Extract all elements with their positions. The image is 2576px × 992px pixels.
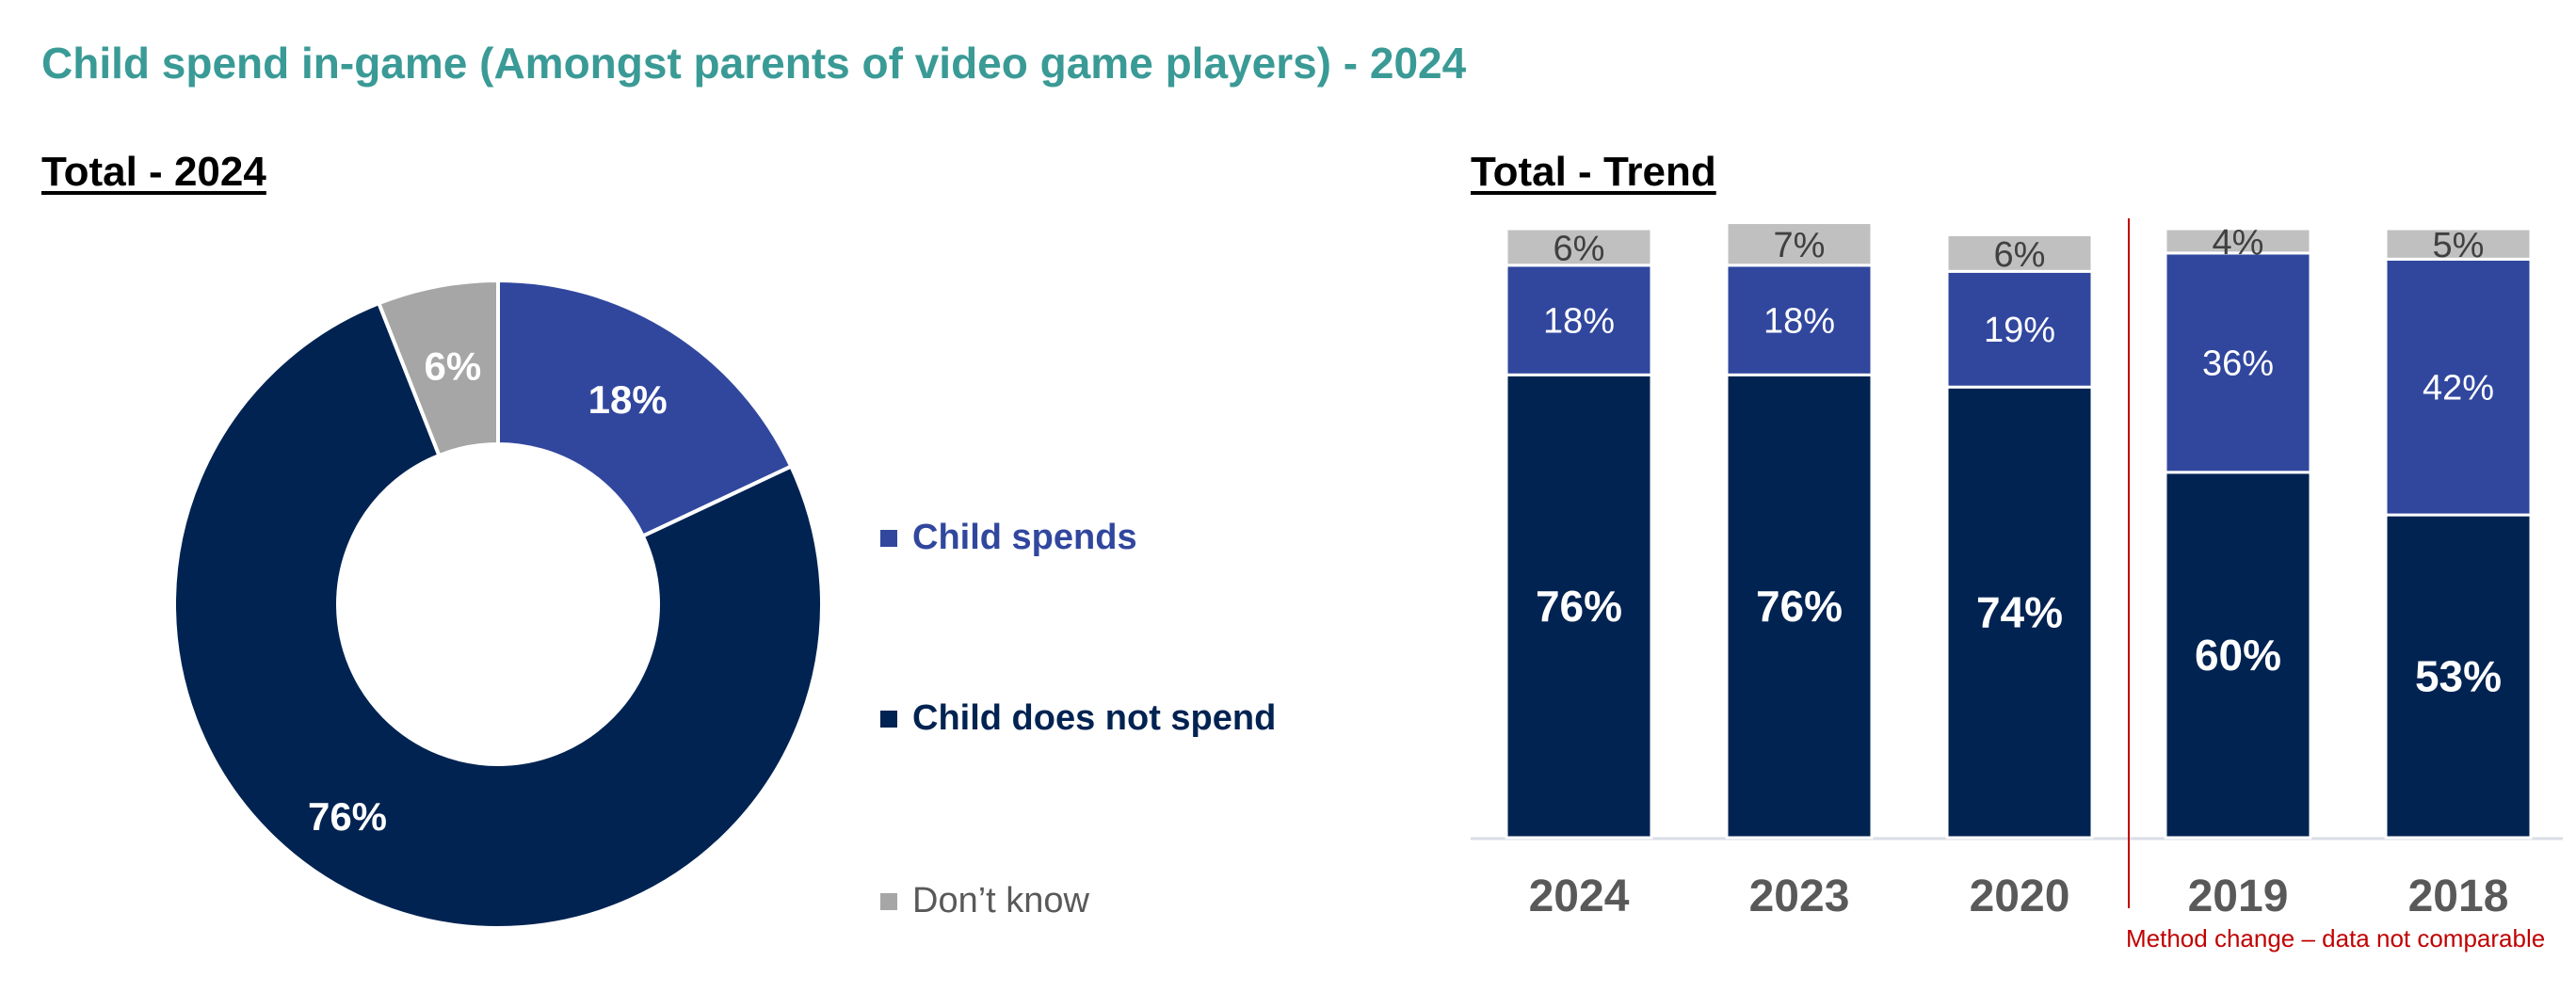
- legend-item-child-does-not-spend: Child does not spend: [880, 698, 1276, 739]
- x-tick-label: 2019: [2188, 872, 2289, 921]
- bar-value-label: 18%: [1763, 301, 1835, 341]
- legend-label: Don’t know: [912, 881, 1089, 920]
- x-tick-label: 2024: [1529, 872, 1630, 921]
- bar-segment: [1945, 385, 2094, 840]
- bar-segment: [2164, 227, 2312, 255]
- bar-value-label: 7%: [1774, 226, 1826, 265]
- x-tick-label: 2023: [1749, 872, 1850, 921]
- legend-swatch: [880, 710, 897, 728]
- bar-value-label: 36%: [2202, 344, 2274, 384]
- bar-segment: [1725, 221, 1874, 267]
- bar-segment: [1505, 227, 1653, 267]
- bar-value-label: 4%: [2213, 223, 2264, 263]
- x-tick-label: 2020: [1970, 872, 2070, 921]
- legend-item-dont-know: Don’t know: [880, 881, 1089, 921]
- bar-segment: [1725, 373, 1874, 840]
- bar-value-label: 76%: [1756, 582, 1843, 631]
- donut-slice-label: 6%: [424, 344, 481, 389]
- bar-segment: [2384, 227, 2533, 261]
- bar-segment: [1725, 264, 1874, 376]
- bar-segment: [2164, 471, 2312, 840]
- legend-swatch: [880, 892, 897, 910]
- bar-value-label: 18%: [1543, 301, 1615, 341]
- legend-item-child-spends: Child spends: [880, 518, 1137, 558]
- legend-swatch: [880, 529, 897, 547]
- method-change-note: Method change – data not comparable: [2126, 924, 2546, 952]
- donut-slice-label: 76%: [308, 794, 387, 839]
- donut-slice: [376, 278, 500, 458]
- donut-slice-label: 18%: [588, 377, 668, 422]
- legend-label: Child spends: [912, 518, 1137, 557]
- bar-value-label: 6%: [1994, 235, 2046, 275]
- bar-segment: [2384, 513, 2533, 840]
- legend-label: Child does not spend: [912, 698, 1277, 738]
- bar-value-label: 6%: [1554, 229, 1605, 268]
- x-tick-label: 2018: [2408, 872, 2509, 921]
- bar-value-label: 74%: [1976, 588, 2063, 637]
- bar-value-label: 76%: [1536, 582, 1622, 631]
- bar-segment: [2164, 251, 2312, 474]
- donut-slice: [172, 300, 824, 930]
- page-title: Child spend in-game (Amongst parents of …: [41, 39, 1467, 88]
- donut-subtitle: Total - 2024: [41, 149, 266, 195]
- bar-segment: [1945, 232, 2094, 273]
- bar-value-label: 53%: [2415, 652, 2502, 701]
- bar-value-label: 19%: [1984, 311, 2055, 350]
- bar-segment: [2384, 257, 2533, 517]
- bar-value-label: 42%: [2423, 369, 2494, 408]
- bar-value-label: 5%: [2433, 226, 2485, 265]
- bar-value-label: 60%: [2195, 631, 2281, 680]
- bar-subtitle: Total - Trend: [1471, 149, 1716, 195]
- donut-slice: [496, 278, 794, 539]
